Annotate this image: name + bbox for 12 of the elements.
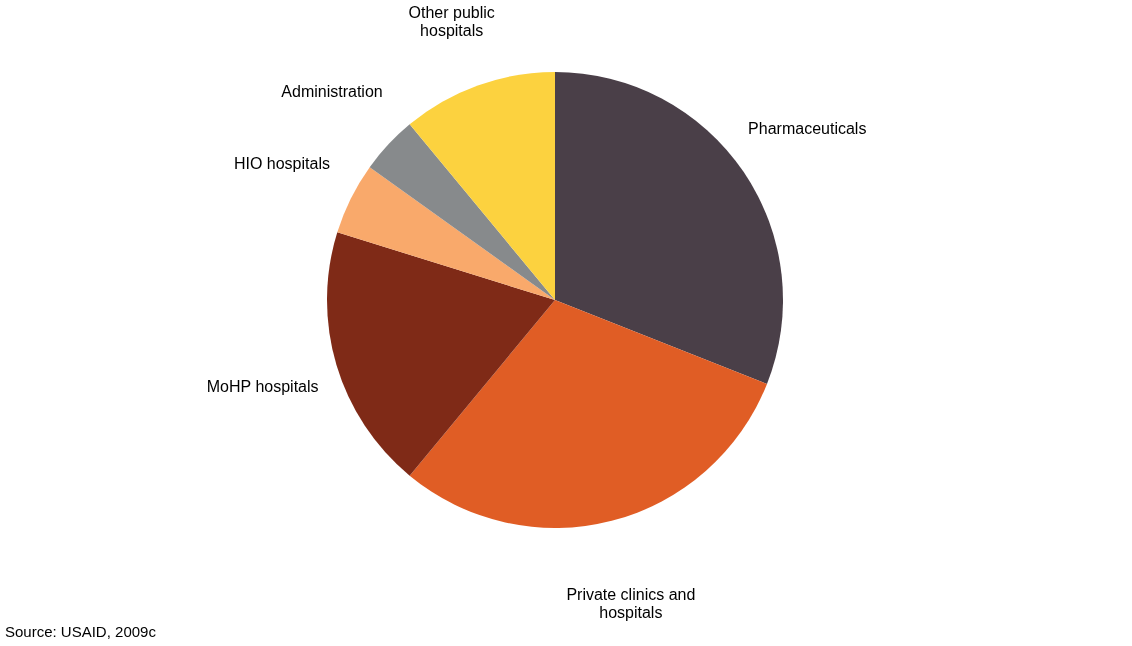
pie-slice [409, 72, 555, 300]
pie-slice [369, 124, 555, 300]
pie-slice [409, 300, 767, 528]
slice-label: MoHP hospitals [206, 377, 319, 395]
slice-label: Private clinics and hospitals [566, 586, 696, 622]
pie-slice [327, 232, 555, 476]
slice-label: Administration [281, 82, 383, 100]
pie-slice [337, 167, 555, 300]
slice-label: Other public hospitals [408, 4, 495, 40]
slice-label: HIO hospitals [233, 155, 330, 173]
slice-label: Pharmaceuticals [748, 119, 867, 137]
source-note: Source: USAID, 2009c [5, 623, 157, 641]
